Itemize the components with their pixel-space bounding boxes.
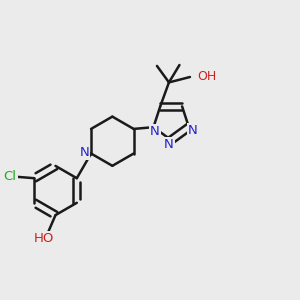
- Text: Cl: Cl: [4, 170, 17, 183]
- Text: N: N: [150, 125, 160, 139]
- Text: N: N: [188, 124, 198, 137]
- Text: N: N: [80, 146, 89, 159]
- Text: OH: OH: [197, 70, 216, 83]
- Text: N: N: [164, 138, 174, 151]
- Text: HO: HO: [34, 232, 54, 245]
